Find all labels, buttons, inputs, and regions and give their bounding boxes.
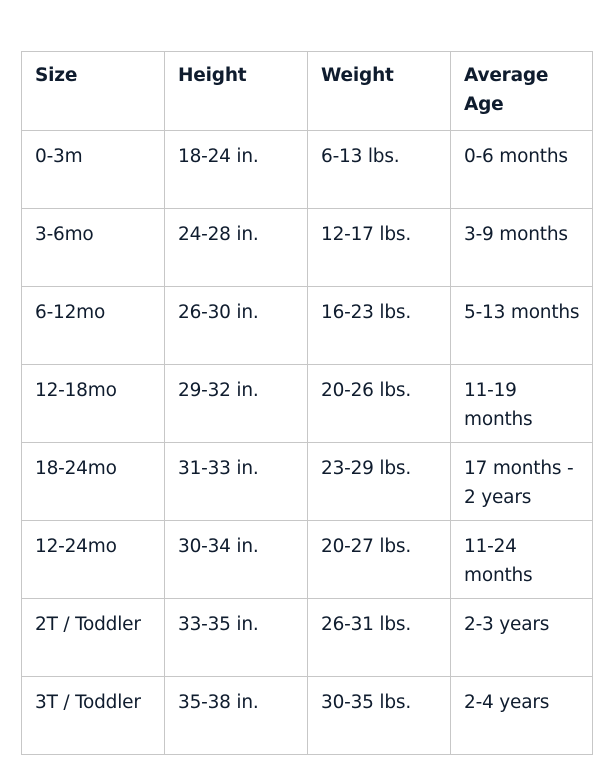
cell-weight: 6-13 lbs.: [307, 130, 451, 209]
table-row: 12-24mo 30-34 in. 20-27 lbs. 11-24 month…: [21, 520, 593, 599]
cell-height: 30-34 in.: [164, 520, 308, 599]
cell-weight: 16-23 lbs.: [307, 286, 451, 365]
table-row: 2T / Toddler 33-35 in. 26-31 lbs. 2-3 ye…: [21, 598, 593, 677]
table-row: 18-24mo 31-33 in. 23-29 lbs. 17 months -…: [21, 442, 593, 521]
cell-height: 26-30 in.: [164, 286, 308, 365]
cell-average-age: 11-19 months: [450, 364, 593, 443]
cell-height: 33-35 in.: [164, 598, 308, 677]
cell-size: 3T / Toddler: [21, 676, 165, 755]
cell-average-age: 3-9 months: [450, 208, 593, 287]
cell-average-age: 5-13 months: [450, 286, 593, 365]
cell-size: 0-3m: [21, 130, 165, 209]
cell-average-age: 2-3 years: [450, 598, 593, 677]
table-row: 3-6mo 24-28 in. 12-17 lbs. 3-9 months: [21, 208, 593, 287]
header-size: Size: [21, 51, 165, 131]
table-row: 6-12mo 26-30 in. 16-23 lbs. 5-13 months: [21, 286, 593, 365]
header-height: Height: [164, 51, 308, 131]
cell-weight: 30-35 lbs.: [307, 676, 451, 755]
cell-size: 6-12mo: [21, 286, 165, 365]
table-header-row: Size Height Weight Average Age: [21, 51, 593, 131]
cell-height: 29-32 in.: [164, 364, 308, 443]
cell-weight: 20-26 lbs.: [307, 364, 451, 443]
table-row: 3T / Toddler 35-38 in. 30-35 lbs. 2-4 ye…: [21, 676, 593, 755]
header-average-age: Average Age: [450, 51, 593, 131]
cell-average-age: 11-24 months: [450, 520, 593, 599]
cell-weight: 12-17 lbs.: [307, 208, 451, 287]
size-chart-table-container: Size Height Weight Average Age 0-3m 18-2…: [21, 51, 593, 755]
cell-height: 31-33 in.: [164, 442, 308, 521]
cell-height: 24-28 in.: [164, 208, 308, 287]
cell-height: 18-24 in.: [164, 130, 308, 209]
cell-size: 2T / Toddler: [21, 598, 165, 677]
cell-average-age: 2-4 years: [450, 676, 593, 755]
table-row: 0-3m 18-24 in. 6-13 lbs. 0-6 months: [21, 130, 593, 209]
cell-size: 3-6mo: [21, 208, 165, 287]
cell-size: 12-24mo: [21, 520, 165, 599]
cell-weight: 20-27 lbs.: [307, 520, 451, 599]
cell-weight: 23-29 lbs.: [307, 442, 451, 521]
cell-height: 35-38 in.: [164, 676, 308, 755]
cell-average-age: 17 months - 2 years: [450, 442, 593, 521]
cell-size: 18-24mo: [21, 442, 165, 521]
cell-weight: 26-31 lbs.: [307, 598, 451, 677]
table-row: 12-18mo 29-32 in. 20-26 lbs. 11-19 month…: [21, 364, 593, 443]
header-weight: Weight: [307, 51, 451, 131]
cell-size: 12-18mo: [21, 364, 165, 443]
cell-average-age: 0-6 months: [450, 130, 593, 209]
size-chart-table: Size Height Weight Average Age 0-3m 18-2…: [21, 51, 593, 755]
